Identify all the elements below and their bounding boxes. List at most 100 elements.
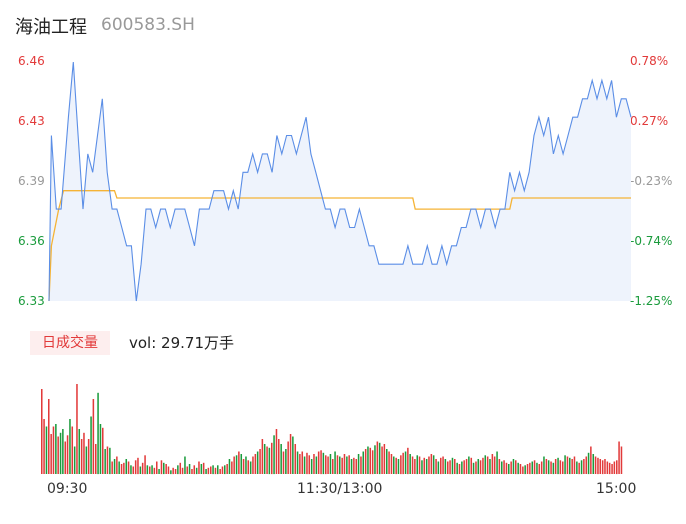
volume-bar	[191, 469, 193, 474]
volume-bar	[256, 451, 259, 474]
volume-bar	[123, 462, 125, 475]
volume-bar	[301, 451, 304, 474]
volume-bar	[491, 454, 494, 474]
volume-bar	[292, 436, 294, 474]
volume-bar	[184, 456, 186, 474]
volume-bar	[205, 469, 207, 474]
volume-bar	[325, 455, 327, 475]
volume-bar	[116, 456, 118, 474]
volume-bar	[80, 439, 83, 474]
volume-bar	[83, 432, 85, 475]
volume-bar	[378, 442, 381, 475]
volume-bar	[496, 451, 498, 474]
volume-bar	[127, 461, 130, 474]
pct-tick-5: -1.25%	[630, 294, 673, 308]
volume-bar	[334, 451, 336, 474]
volume-bar	[97, 392, 99, 475]
volume-bar	[43, 419, 45, 474]
volume-bar	[327, 456, 329, 474]
volume-bar	[59, 432, 62, 475]
volume-bar	[231, 461, 233, 474]
volume-bar	[411, 456, 414, 474]
volume-bar	[259, 449, 261, 474]
volume-bar	[508, 464, 510, 474]
volume-bar	[432, 455, 435, 475]
volume-bar	[158, 469, 160, 474]
volume-bar	[240, 454, 243, 474]
volume-bar	[400, 455, 402, 475]
volume-bar	[447, 461, 449, 474]
volume-bar	[355, 459, 358, 474]
volume-bar	[353, 457, 355, 475]
volume-bar	[512, 459, 515, 474]
volume-bar	[364, 449, 367, 474]
volume-bar	[95, 444, 97, 474]
volume-bar	[543, 456, 545, 474]
volume-bar	[113, 459, 116, 474]
volume-bar	[294, 444, 297, 474]
volume-bar	[580, 460, 583, 475]
volume-bar	[71, 426, 74, 474]
volume-bar	[139, 466, 142, 474]
volume-bar	[440, 457, 442, 475]
volume-bar	[308, 455, 311, 475]
volume-bar	[482, 457, 484, 475]
volume-bar	[423, 457, 426, 475]
volume-bar	[282, 451, 285, 474]
volume-bar	[224, 465, 226, 475]
volume-bar	[238, 451, 240, 474]
volume-bar	[261, 439, 264, 474]
volume-bar	[557, 457, 559, 475]
volume-bar	[102, 427, 104, 474]
volume-bar	[566, 456, 569, 474]
volume-bar	[594, 456, 597, 474]
volume-bar	[153, 467, 156, 475]
volume-bar	[202, 462, 205, 475]
pct-tick-2: 0.27%	[630, 114, 669, 128]
stock-name: 海油工程	[15, 17, 87, 38]
volume-bar	[141, 462, 144, 475]
tab-daily-volume[interactable]: 日成交量	[30, 331, 110, 355]
volume-bar	[472, 462, 475, 475]
volume-bar	[498, 459, 501, 474]
volume-bar	[442, 456, 444, 474]
volume-bar	[219, 469, 221, 474]
volume-bar	[552, 462, 555, 475]
volume-bar	[611, 464, 613, 474]
volume-bar	[381, 446, 383, 474]
volume-bar	[468, 456, 470, 474]
volume-bar	[564, 455, 566, 475]
volume-bar	[416, 455, 419, 475]
volume-bar	[390, 454, 393, 474]
volume-bar	[73, 446, 76, 474]
volume-bar	[69, 419, 71, 474]
volume-bar	[134, 460, 137, 475]
volume-bar	[428, 456, 430, 474]
volume-bar	[87, 439, 90, 474]
volume-bar	[526, 464, 529, 474]
volume-bar	[479, 460, 482, 475]
volume-bar	[465, 459, 468, 474]
volume-bar	[573, 456, 576, 474]
volume-bar	[404, 451, 407, 474]
volume-bar	[310, 459, 313, 474]
volume-bar	[57, 436, 59, 474]
volume-bar	[177, 465, 179, 475]
volume-bar	[303, 456, 306, 474]
volume-bar	[170, 470, 172, 475]
volume-bar	[217, 465, 219, 475]
volume-bar	[531, 461, 534, 474]
volume-bar	[425, 459, 428, 474]
volume-bar	[538, 464, 541, 474]
volume-bar	[599, 459, 602, 474]
volume-bar	[233, 456, 235, 474]
volume-bar	[50, 434, 52, 474]
volume-bar	[454, 459, 456, 474]
volume-bar	[606, 461, 609, 474]
price-tick-2: 6.43	[18, 114, 45, 128]
volume-bar	[587, 452, 590, 475]
volume-bar	[362, 451, 365, 474]
volume-bar	[247, 460, 250, 475]
volume-bar	[547, 460, 550, 475]
volume-bar	[198, 461, 200, 474]
